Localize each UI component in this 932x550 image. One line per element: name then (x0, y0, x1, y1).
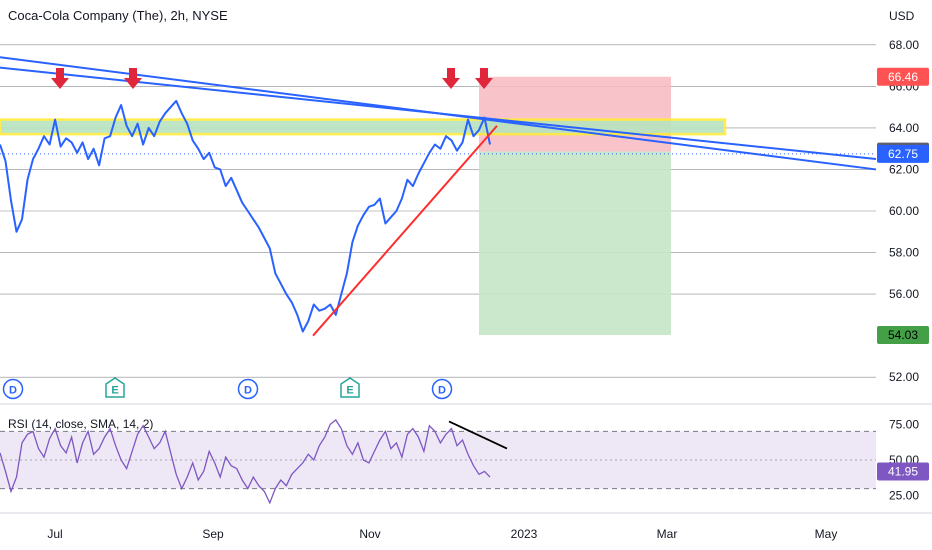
take-profit-zone (479, 151, 671, 336)
y-tick-label: 64.00 (889, 121, 919, 135)
x-tick-label: May (815, 527, 838, 541)
rsi-value: 41.95 (888, 465, 918, 479)
rsi-label: RSI (14, close, SMA, 14, 2) (8, 417, 154, 431)
y-tick-label: 60.00 (889, 204, 919, 218)
rsi-tick-label: 25.00 (889, 489, 919, 503)
y-tick-label: 62.00 (889, 162, 919, 176)
rsi-divergence-line (448, 420, 508, 450)
event-badge-letter: D (9, 385, 17, 397)
x-tick-label: Mar (657, 527, 678, 541)
y-tick-label: 56.00 (889, 287, 919, 301)
earnings-badge-icon (105, 377, 125, 398)
dividend-badge-icon (237, 378, 259, 400)
event-badge-letter: D (438, 385, 446, 397)
down-arrow-icon (124, 68, 142, 89)
chart-title: Coca-Cola Company (The), 2h, NYSE (8, 8, 228, 23)
support-trendline (312, 125, 498, 337)
price-series-line (0, 99, 491, 333)
price-label-value: 54.03 (888, 328, 918, 342)
event-badge-letter: E (111, 385, 118, 397)
down-arrow-icon (442, 68, 460, 89)
earnings-badge-icon (340, 377, 360, 398)
dividend-badge-icon (2, 378, 24, 400)
down-arrow-icon (51, 68, 69, 89)
price-label-value: 66.46 (888, 70, 918, 84)
currency-label: USD (889, 9, 915, 23)
resistance-trendline-lower (0, 66, 877, 161)
dividend-badge-icon (431, 378, 453, 400)
rsi-line (0, 419, 491, 505)
rsi-value-badge (877, 462, 929, 481)
price-label-badge (877, 67, 929, 86)
y-tick-label: 52.00 (889, 370, 919, 384)
y-tick-label: 68.00 (889, 38, 919, 52)
x-tick-label: Jul (47, 527, 62, 541)
price-label-badge (877, 326, 929, 345)
down-arrow-icon (475, 68, 493, 89)
event-badge-letter: E (346, 385, 353, 397)
x-tick-label: 2023 (511, 527, 538, 541)
resistance-zone (0, 118, 727, 136)
y-tick-label: 58.00 (889, 246, 919, 260)
x-tick-label: Nov (359, 527, 380, 541)
rsi-tick-label: 75.00 (889, 417, 919, 431)
price-label-badge (877, 144, 929, 163)
price-label-value: 62.75 (888, 147, 918, 161)
x-tick-label: Sep (202, 527, 224, 541)
event-badge-letter: D (244, 385, 252, 397)
